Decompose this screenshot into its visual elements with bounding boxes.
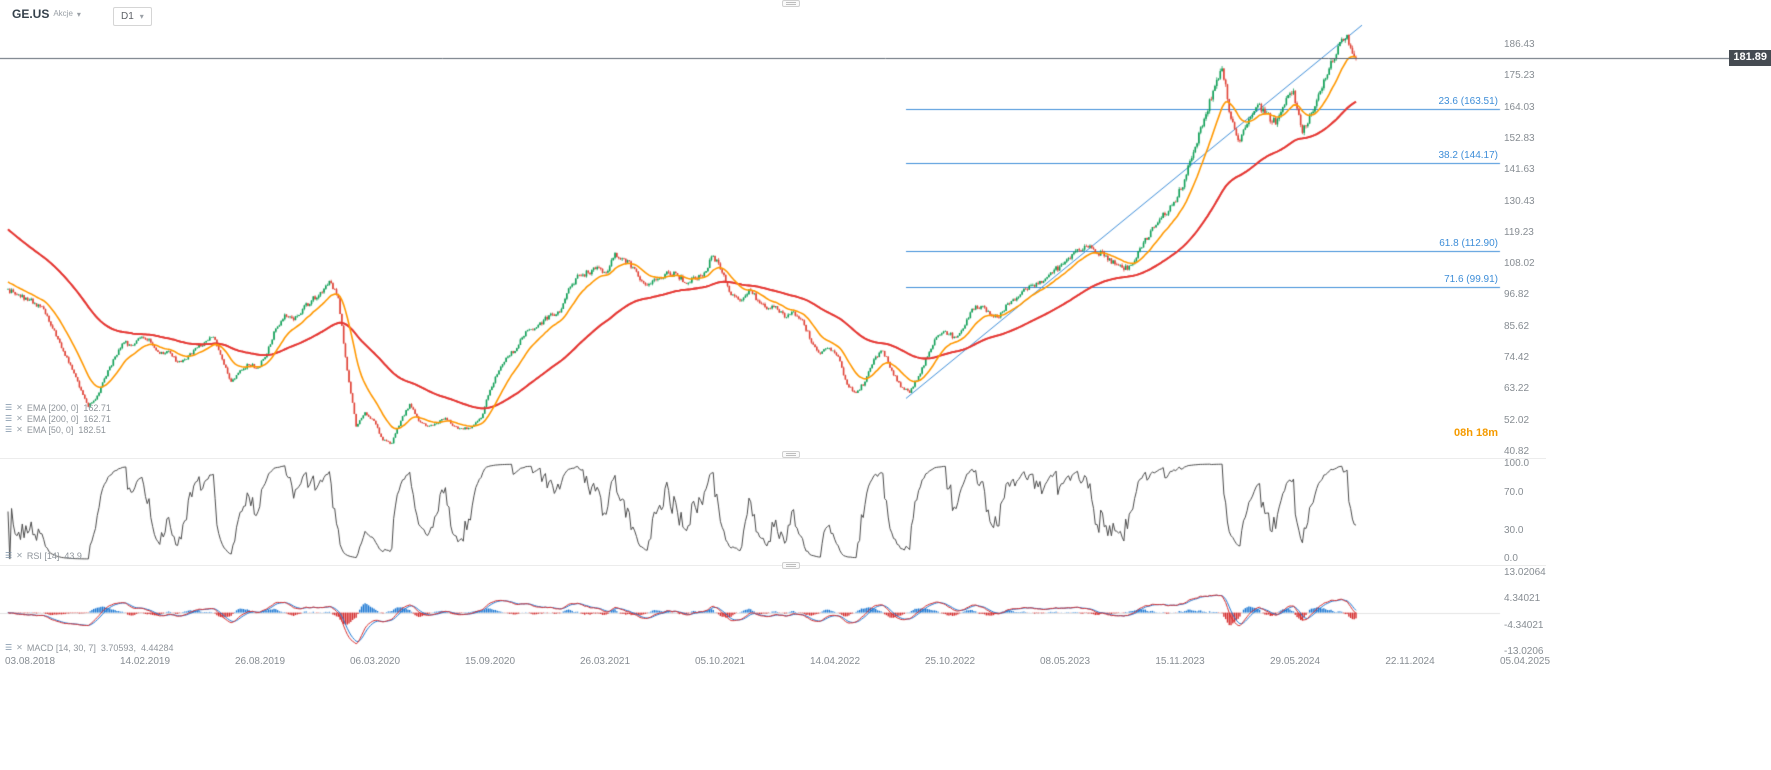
- chevron-down-icon: ▾: [139, 12, 144, 21]
- price-axis-label: 108.02: [1504, 258, 1535, 270]
- rsi-axis-label: 0.0: [1504, 553, 1518, 564]
- price-legend: ☰ ✕ EMA [200, 0] 162.71 ☰ ✕ EMA [200, 0]…: [5, 402, 111, 435]
- price-axis-label: 175.23: [1504, 70, 1535, 82]
- current-price-badge: 181.89: [1729, 50, 1771, 66]
- indicator-settings-icon[interactable]: ☰: [5, 550, 13, 560]
- price-axis-label: 141.63: [1504, 164, 1535, 176]
- indicator-legend-text: RSI [14] 43.9: [26, 550, 82, 561]
- price-axis-label: 74.42: [1504, 352, 1530, 364]
- ema-legend-row: ☰ ✕ EMA [200, 0] 162.71: [5, 402, 111, 413]
- symbol-name: GE.US: [12, 7, 50, 21]
- macd-legend: ☰ ✕ MACD [14, 30, 7] 3.70593, 4.44284: [5, 642, 173, 653]
- indicator-legend-text: EMA [200, 0] 162.71: [26, 402, 111, 413]
- time-axis-label: 26.03.2021: [579, 656, 631, 667]
- indicator-settings-icon[interactable]: ☰: [5, 424, 13, 434]
- time-axis-label: 22.11.2024: [1385, 656, 1435, 667]
- indicator-remove-icon[interactable]: ✕: [16, 550, 23, 560]
- price-axis-label: 63.22: [1504, 383, 1530, 395]
- indicator-remove-icon[interactable]: ✕: [16, 424, 23, 434]
- time-axis-label: 29.05.2024: [1269, 656, 1321, 667]
- ema-legend-row: ☰ ✕ EMA [200, 0] 162.71: [5, 413, 111, 424]
- time-axis-label: 15.09.2020: [464, 656, 516, 667]
- indicator-settings-icon[interactable]: ☰: [5, 413, 13, 423]
- price-axis-label: 40.82: [1504, 446, 1530, 458]
- rsi-axis[interactable]: 100.0 70.0 30.0 0.0: [1502, 0, 1567, 770]
- price-axis-label: 164.03: [1504, 101, 1535, 113]
- price-axis[interactable]: 186.43 175.23 164.03 152.83 141.63 130.43 119.…: [1502, 0, 1567, 770]
- rsi-macd-separator: [0, 565, 1546, 566]
- time-axis-label: 15.11.2023: [1155, 656, 1205, 667]
- price-axis-label: 130.43: [1504, 195, 1535, 207]
- macd-legend-row: ☰ ✕ MACD [14, 30, 7] 3.70593, 4.44284: [5, 642, 173, 653]
- price-axis-label: 85.62: [1504, 320, 1530, 332]
- indicator-settings-icon[interactable]: ☰: [5, 402, 13, 412]
- indicator-legend-text: EMA [200, 0] 162.71: [26, 413, 111, 424]
- time-axis-label: 05.10.2021: [694, 656, 746, 667]
- macd-axis-label: -4.34021: [1504, 619, 1544, 631]
- time-axis-label: 03.08.2018: [4, 656, 56, 667]
- indicator-settings-icon[interactable]: ☰: [5, 642, 13, 652]
- chart-header: GE.US Akcje ▾ D1 ▾: [12, 7, 152, 26]
- rsi-axis-label: 30.0: [1504, 524, 1524, 536]
- rsi-legend-row: ☰ ✕ RSI [14] 43.9: [5, 550, 82, 561]
- price-axis-label: 96.82: [1504, 289, 1530, 301]
- macd-panel-resize-handle[interactable]: [782, 562, 800, 569]
- rsi-axis-label: 70.0: [1504, 486, 1524, 498]
- chevron-down-icon: ▾: [76, 10, 81, 19]
- macd-axis[interactable]: 13.02064 4.34021 -4.34021 -13.0206: [1502, 0, 1567, 770]
- indicator-legend-text: MACD [14, 30, 7] 3.70593, 4.44284: [26, 642, 174, 653]
- indicator-remove-icon[interactable]: ✕: [16, 642, 23, 652]
- price-rsi-separator: [0, 458, 1546, 459]
- price-axis-label: 119.23: [1504, 226, 1534, 238]
- timeframe-value: D1: [121, 11, 134, 22]
- time-axis-label: 25.10.2022: [924, 656, 976, 667]
- price-axis-label: 186.43: [1504, 38, 1535, 50]
- timeframe-selector[interactable]: D1 ▾: [113, 7, 152, 26]
- time-axis-label: 08.05.2023: [1039, 656, 1091, 667]
- indicator-legend-text: EMA [50, 0] 182.51: [26, 424, 106, 435]
- time-axis-label: 14.02.2019: [119, 656, 171, 667]
- time-axis-label: 14.04.2022: [809, 656, 861, 667]
- price-axis-label: 52.02: [1504, 414, 1530, 426]
- macd-axis-label: 13.02064: [1504, 567, 1546, 579]
- ema-legend-row: ☰ ✕ EMA [50, 0] 182.51: [5, 424, 111, 435]
- symbol-selector[interactable]: GE.US Akcje ▾: [12, 7, 81, 21]
- time-axis-label: 06.03.2020: [349, 656, 401, 667]
- macd-axis-label: 4.34021: [1504, 593, 1541, 605]
- instrument-type-label: Akcje: [53, 9, 73, 18]
- indicator-remove-icon[interactable]: ✕: [16, 402, 23, 412]
- time-axis-label: 05.04.2025: [1499, 656, 1551, 667]
- price-axis-label: 152.83: [1504, 132, 1535, 144]
- candle-countdown: 08h 18m: [1453, 427, 1498, 439]
- indicator-remove-icon[interactable]: ✕: [16, 413, 23, 423]
- rsi-legend: ☰ ✕ RSI [14] 43.9: [5, 550, 82, 561]
- price-panel-resize-handle[interactable]: [782, 0, 800, 7]
- time-axis-label: 26.08.2019: [234, 656, 286, 667]
- macd-axis-label: -13.0206: [1504, 646, 1544, 658]
- rsi-panel-resize-handle[interactable]: [782, 451, 800, 458]
- rsi-axis-label: 100.0: [1504, 458, 1530, 469]
